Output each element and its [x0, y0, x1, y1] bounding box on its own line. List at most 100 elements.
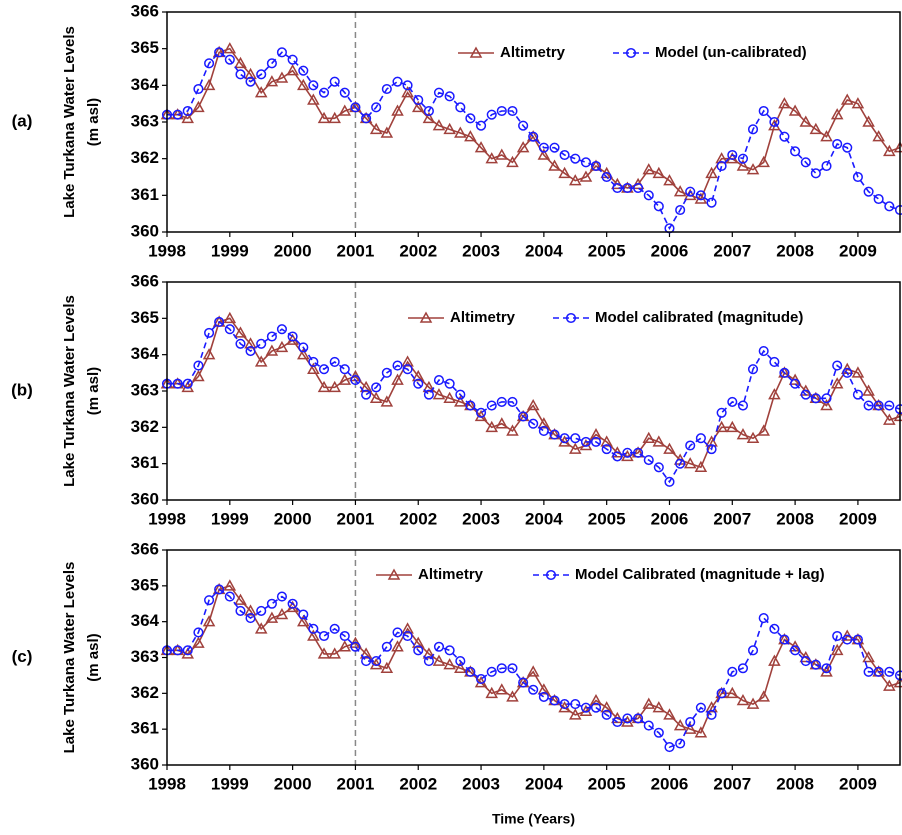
data-point [193, 83, 204, 95]
data-point [893, 141, 902, 153]
data-point [715, 420, 728, 433]
legend-marker [387, 568, 401, 580]
data-point [788, 104, 802, 116]
data-point [369, 391, 383, 404]
data-point [821, 393, 832, 404]
data-point [202, 78, 216, 91]
data-point [391, 640, 404, 652]
legend-marker [565, 312, 577, 324]
data-point [298, 342, 309, 353]
data-point [580, 436, 591, 447]
data-point [673, 185, 687, 197]
legend-marker [545, 569, 557, 581]
data-point [884, 201, 895, 212]
legend-marker [625, 47, 637, 59]
x-tick-label: 2004 [525, 241, 563, 260]
data-point [287, 598, 298, 609]
data-point [182, 645, 193, 656]
data-point [297, 348, 310, 360]
data-point [872, 130, 885, 142]
data-point [318, 630, 330, 642]
data-point [486, 666, 497, 677]
data-point [339, 364, 350, 375]
data-point [464, 130, 477, 142]
data-point [526, 398, 540, 411]
data-point [496, 105, 507, 117]
data-point [192, 369, 205, 382]
data-point [275, 71, 289, 83]
data-point [757, 424, 770, 436]
data-point [266, 58, 277, 69]
data-point [276, 324, 287, 335]
data-point [821, 663, 832, 674]
data-point [516, 141, 530, 153]
data-point [747, 364, 759, 375]
panel-label: (c) [12, 647, 33, 666]
x-tick-label: 2002 [399, 509, 437, 528]
data-point [308, 623, 319, 634]
data-point [329, 356, 340, 367]
data-point [716, 407, 727, 418]
data-point [894, 204, 902, 216]
data-point [528, 131, 539, 142]
data-point [601, 171, 612, 183]
data-point [590, 160, 602, 172]
data-point [329, 623, 340, 634]
data-point [727, 666, 738, 677]
data-point [538, 691, 549, 702]
data-point [518, 677, 529, 688]
data-point [526, 665, 540, 677]
data-point [862, 384, 875, 396]
y-tick-label: 362 [131, 683, 159, 702]
data-point [214, 316, 225, 328]
data-point [380, 395, 394, 407]
data-point [339, 87, 350, 98]
x-tick-label: 2005 [588, 774, 626, 793]
data-point [392, 76, 403, 87]
data-point [506, 155, 519, 168]
data-point [181, 111, 195, 124]
data-point [423, 389, 434, 400]
data-point [275, 340, 289, 353]
x-tick-label: 2009 [839, 509, 877, 528]
data-point [518, 411, 529, 422]
data-point [601, 709, 612, 720]
y-tick-label: 366 [131, 271, 159, 290]
data-point [381, 367, 392, 378]
data-point [663, 708, 676, 720]
data-point [863, 186, 874, 197]
data-point [851, 97, 865, 109]
data-point [758, 105, 769, 117]
x-tick-label: 2000 [274, 509, 312, 528]
data-point [579, 170, 593, 182]
data-point [518, 120, 529, 131]
y-tick-label: 366 [131, 539, 159, 558]
data-point [361, 113, 372, 124]
data-point [537, 683, 551, 695]
data-point [307, 629, 320, 641]
data-point [254, 86, 268, 98]
y-tick-label: 363 [131, 111, 159, 130]
data-point [454, 395, 467, 407]
data-point [809, 122, 823, 135]
data-point [380, 661, 394, 673]
data-point [538, 142, 549, 153]
x-tick-label: 2002 [399, 774, 437, 793]
data-point [214, 47, 225, 58]
data-point [612, 451, 623, 462]
data-point [506, 690, 519, 702]
y-tick-label: 361 [131, 453, 159, 472]
data-point [329, 76, 340, 87]
data-point [653, 727, 664, 738]
data-point [820, 398, 833, 411]
data-point [601, 444, 612, 455]
data-point [810, 659, 821, 670]
panel-label: (b) [11, 380, 33, 399]
data-point [495, 148, 509, 160]
data-point [444, 378, 455, 389]
data-point [193, 627, 204, 638]
data-point [433, 641, 445, 652]
data-point [883, 413, 896, 425]
data-point [779, 131, 790, 142]
data-point [235, 338, 246, 349]
